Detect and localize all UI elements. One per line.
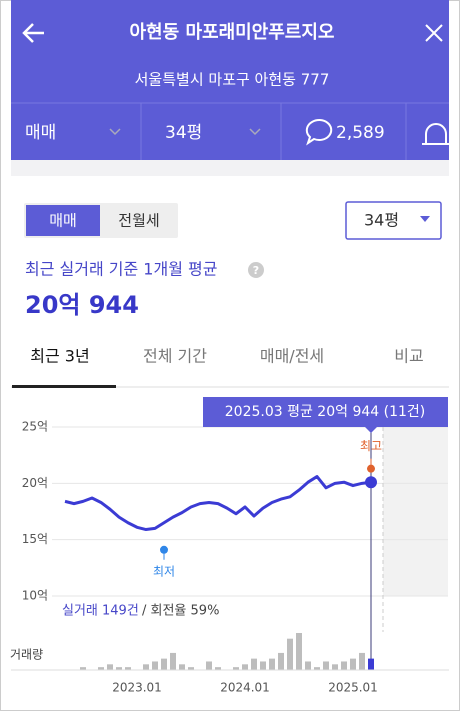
volume-bar [314,667,320,670]
low-label: 최저 [153,564,175,578]
volume-label: 거래량 [10,648,43,662]
size-filter[interactable]: 34평 [165,123,202,143]
tab[interactable]: 전체 기간 [143,347,207,366]
tooltip [203,397,448,427]
volume-bar [179,664,185,670]
y-tick-label: 10억 [22,589,48,603]
high-label: 최고 [360,439,382,453]
tooltip-arrow [365,427,377,433]
volume-bar [323,661,329,670]
volume-bar [170,652,176,670]
volume-bar [233,667,239,670]
volume-bar [278,652,284,670]
future-area [383,427,448,596]
help-icon: ? [253,264,259,277]
volume-bar [80,667,86,670]
volume-bar [332,664,338,670]
volume-bar [143,664,149,670]
comment-count[interactable]: 2,589 [336,123,385,143]
y-tick-label: 15억 [22,532,48,546]
comment-icon [305,119,333,146]
volume-bar [152,661,158,670]
volume-bar [251,658,257,670]
toggle-option[interactable]: 매매 [49,212,77,230]
stats-count: 실거래 149건 [62,604,139,619]
volume-bar [161,658,167,670]
address: 서울특별시 마포구 아현동 777 [135,71,330,89]
toggle-option[interactable]: 전월세 [118,212,159,230]
help-icon[interactable] [248,262,264,278]
price-line [64,475,372,532]
volume-bar [341,661,347,670]
tab[interactable]: 매매/전세 [260,347,324,366]
high-point [367,464,375,473]
y-tick-label: 25억 [22,420,48,434]
title: 아현동 마포래미안푸르지오 [130,22,335,43]
low-point [160,545,168,554]
volume-bar [125,667,131,670]
summary-price: 20억 944 [25,291,139,319]
size-dropdown[interactable] [345,201,442,240]
volume-bar [107,664,113,670]
deal-filter[interactable]: 매매 [25,123,56,143]
back-button[interactable] [22,23,44,43]
summary-label: 최근 실거래 기준 1개월 평균 [25,260,217,279]
x-tick-label: 2023.01 [112,681,162,695]
dropdown-arrow [420,216,430,222]
x-tick-label: 2024.01 [220,681,270,695]
tab[interactable]: 최근 3년 [30,347,89,366]
chevron [249,128,261,136]
tab[interactable]: 비교 [394,347,423,366]
volume-bar [260,661,266,670]
volume-bar [116,667,122,670]
volume-bar [242,664,248,670]
toggle-active [26,205,100,236]
close-button[interactable] [425,24,443,42]
chevron [109,128,121,136]
volume-bar [98,667,104,670]
volume-bar [206,661,212,670]
tooltip-text: 2025.03 평균 20억 944 (11건) [225,404,426,420]
volume-bar [287,638,293,670]
volume-bar [269,658,275,670]
volume-bar [215,667,221,670]
spacer [11,160,449,176]
tab-underline [12,385,116,388]
dropdown-value: 34평 [364,211,399,230]
volume-bar [368,658,374,670]
y-tick-label: 20억 [22,476,48,490]
header-bg [11,0,449,160]
volume-bar [296,633,302,670]
volume-bar [188,667,194,670]
current-point [365,476,377,489]
volume-bar [359,652,365,670]
volume-bar [305,661,311,670]
volume-bar [350,658,356,670]
bell-icon[interactable] [422,123,450,145]
stats-rate: / 회전율 59% [142,604,219,619]
x-tick-label: 2025.01 [328,681,378,695]
